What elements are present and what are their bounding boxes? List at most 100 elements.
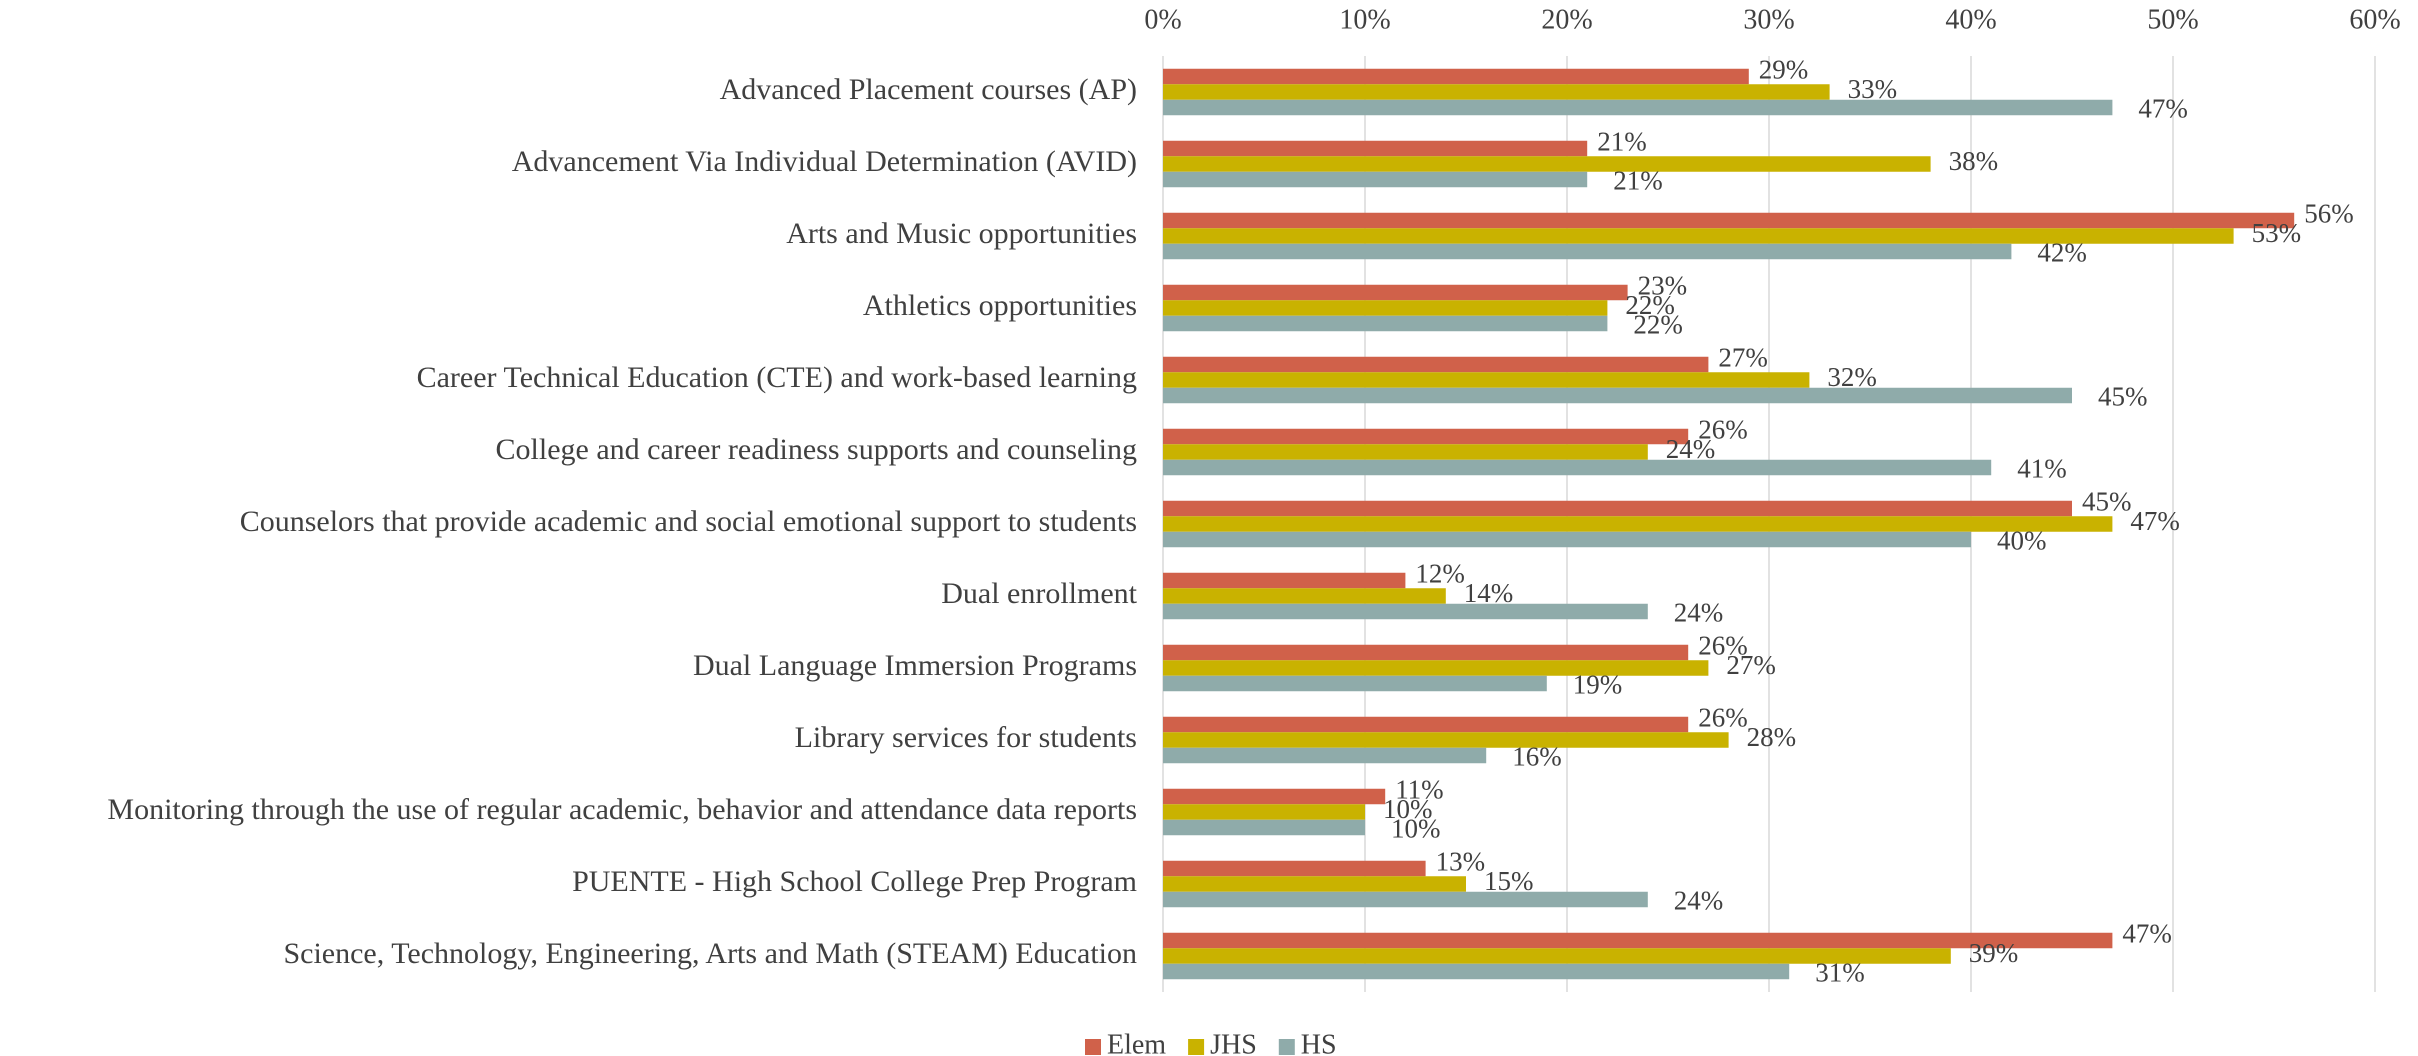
y-tick-label: Monitoring through the use of regular ac… — [107, 793, 1137, 826]
bar — [1163, 516, 2113, 532]
bar — [1163, 444, 1648, 460]
value-label: 23% — [1638, 271, 1688, 301]
legend-label: Elem — [1107, 1029, 1166, 1056]
value-label: 38% — [1949, 146, 1999, 176]
value-label: 24% — [1674, 598, 1724, 628]
value-label: 21% — [1613, 166, 1663, 196]
value-label: 12% — [1415, 559, 1465, 589]
value-label: 53% — [2252, 218, 2302, 248]
legend-swatch — [1278, 1039, 1295, 1055]
value-label: 32% — [1827, 362, 1877, 392]
bar — [1163, 660, 1709, 676]
legend-swatch — [1085, 1039, 1101, 1055]
value-label: 26% — [1698, 631, 1748, 661]
value-label: 31% — [1815, 958, 1865, 988]
bar — [1163, 459, 1992, 476]
value-label: 39% — [1969, 938, 2019, 968]
bar — [1163, 300, 1608, 316]
x-tick-label: 50% — [2147, 4, 2198, 35]
bar — [1163, 963, 1790, 980]
value-label: 26% — [1698, 703, 1748, 733]
x-tick-label: 0% — [1144, 4, 1181, 35]
value-label: 13% — [1436, 847, 1486, 877]
bar — [1163, 891, 1648, 908]
bar — [1163, 387, 2072, 404]
y-tick-label: Advanced Placement courses (AP) — [720, 73, 1137, 106]
value-label: 42% — [2037, 238, 2086, 268]
value-label: 56% — [2304, 199, 2354, 229]
value-label: 33% — [1848, 74, 1898, 104]
bar — [1163, 876, 1466, 892]
y-tick-label: Career Technical Education (CTE) and wor… — [417, 361, 1137, 394]
bar — [1163, 948, 1951, 964]
bar — [1163, 675, 1547, 692]
bar — [1163, 644, 1689, 661]
value-label: 47% — [2130, 506, 2180, 536]
value-label: 41% — [2017, 454, 2067, 484]
bar — [1163, 819, 1365, 836]
y-tick-label: Advancement Via Individual Determination… — [512, 145, 1137, 178]
value-label: 24% — [1674, 886, 1724, 916]
bar — [1163, 315, 1608, 332]
bar — [1163, 732, 1729, 748]
y-tick-label: Dual enrollment — [941, 577, 1137, 610]
y-tick-label: PUENTE - High School College Prep Progra… — [572, 865, 1137, 898]
value-label: 28% — [1747, 722, 1797, 752]
bar — [1163, 356, 1709, 373]
bar — [1163, 531, 1971, 548]
x-tick-label: 60% — [2349, 4, 2400, 35]
x-tick-label: 30% — [1743, 4, 1794, 35]
bar — [1163, 860, 1426, 877]
bar — [1163, 99, 2113, 116]
value-label: 29% — [1759, 55, 1809, 85]
value-label: 21% — [1597, 127, 1647, 157]
bar — [1163, 84, 1830, 100]
bar — [1163, 588, 1446, 604]
bar — [1163, 500, 2072, 517]
bar — [1163, 788, 1386, 805]
value-label: 47% — [2122, 919, 2172, 949]
x-tick-label: 20% — [1541, 4, 1592, 35]
value-label: 27% — [1718, 343, 1768, 373]
value-label: 15% — [1484, 866, 1534, 896]
y-tick-label: Counselors that provide academic and soc… — [240, 505, 1137, 538]
bar — [1163, 140, 1588, 157]
y-tick-label: College and career readiness supports an… — [496, 433, 1137, 466]
value-label: 11% — [1395, 775, 1444, 805]
bar — [1163, 243, 2012, 260]
x-tick-label: 40% — [1945, 4, 1996, 35]
y-tick-label: Dual Language Immersion Programs — [693, 649, 1137, 682]
value-label: 27% — [1726, 650, 1776, 680]
value-label: 24% — [1666, 434, 1716, 464]
value-label: 47% — [2138, 94, 2188, 124]
value-label: 19% — [1573, 670, 1623, 700]
bar — [1163, 572, 1406, 589]
value-label: 22% — [1633, 310, 1683, 340]
bar — [1163, 212, 2295, 229]
legend-label: JHS — [1210, 1029, 1257, 1056]
bar — [1163, 284, 1628, 301]
y-tick-label: Arts and Music opportunities — [786, 217, 1137, 250]
value-label: 26% — [1698, 415, 1748, 445]
value-label: 10% — [1391, 814, 1441, 844]
bar — [1163, 716, 1689, 733]
value-label: 45% — [2082, 487, 2132, 517]
bar — [1163, 603, 1648, 620]
bar — [1163, 428, 1689, 445]
value-label: 14% — [1464, 578, 1514, 608]
value-label: 45% — [2098, 382, 2148, 412]
value-label: 16% — [1512, 742, 1562, 772]
value-label: 10% — [1383, 794, 1433, 824]
bar — [1163, 68, 1749, 85]
legend-swatch — [1188, 1039, 1205, 1055]
legend-label: HS — [1301, 1029, 1337, 1056]
x-tick-label: 10% — [1339, 4, 1390, 35]
value-label: 40% — [1997, 526, 2047, 556]
bar — [1163, 804, 1365, 820]
value-label: 22% — [1625, 290, 1675, 320]
bar — [1163, 156, 1931, 172]
bar — [1163, 372, 1810, 388]
y-tick-label: Science, Technology, Engineering, Arts a… — [283, 937, 1137, 970]
bar — [1163, 932, 2113, 949]
